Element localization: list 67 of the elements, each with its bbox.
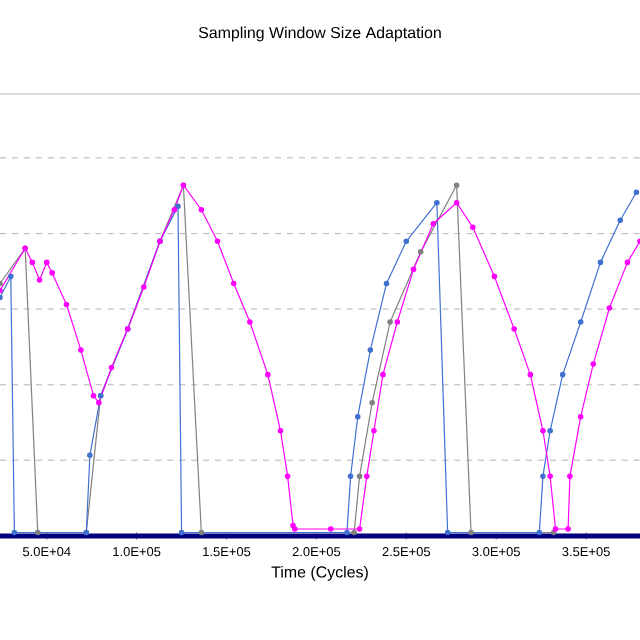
- point: [371, 427, 377, 434]
- point: [606, 305, 613, 311]
- point: [354, 413, 361, 420]
- point: [444, 529, 451, 536]
- point: [453, 182, 460, 188]
- point: [403, 238, 410, 245]
- point: [453, 199, 460, 206]
- point: [29, 259, 36, 266]
- point: [367, 347, 374, 353]
- point: [590, 361, 597, 367]
- point: [277, 427, 284, 434]
- point: [633, 189, 640, 196]
- point: [63, 301, 70, 308]
- point: [11, 529, 18, 536]
- point: [265, 371, 271, 378]
- point: [49, 270, 55, 276]
- point: [577, 413, 584, 420]
- point: [34, 529, 41, 536]
- point: [78, 347, 84, 353]
- point: [43, 259, 50, 266]
- point: [7, 273, 14, 280]
- point: [565, 526, 571, 532]
- point: [230, 280, 237, 287]
- point: [394, 319, 401, 325]
- point: [328, 526, 334, 532]
- point: [96, 399, 102, 406]
- point: [344, 529, 350, 536]
- point: [347, 473, 354, 480]
- point: [417, 249, 424, 255]
- point: [624, 259, 631, 266]
- point: [540, 473, 546, 480]
- point: [214, 238, 221, 245]
- point: [547, 473, 553, 480]
- point: [351, 529, 357, 536]
- point: [430, 220, 437, 227]
- point: [511, 326, 517, 332]
- point: [387, 319, 393, 325]
- point: [540, 427, 546, 434]
- point: [468, 529, 474, 536]
- point: [434, 199, 440, 206]
- point: [536, 529, 543, 536]
- point: [363, 473, 370, 480]
- point: [491, 273, 498, 280]
- point: [410, 266, 417, 273]
- point: [108, 364, 115, 371]
- point: [470, 224, 476, 231]
- point: [284, 473, 291, 480]
- point: [141, 284, 147, 290]
- point: [198, 529, 205, 536]
- point: [527, 371, 534, 378]
- point: [597, 259, 604, 266]
- point: [247, 319, 253, 325]
- point: [617, 217, 624, 224]
- point: [198, 206, 205, 213]
- point: [383, 280, 390, 287]
- point: [559, 371, 566, 378]
- point: [178, 529, 185, 536]
- point: [356, 526, 363, 532]
- point: [87, 452, 93, 459]
- point: [380, 371, 386, 378]
- point: [369, 399, 375, 406]
- point: [356, 473, 363, 480]
- point: [577, 319, 584, 325]
- point: [547, 427, 553, 434]
- point: [36, 277, 43, 283]
- point: [90, 392, 97, 399]
- point: [567, 473, 573, 480]
